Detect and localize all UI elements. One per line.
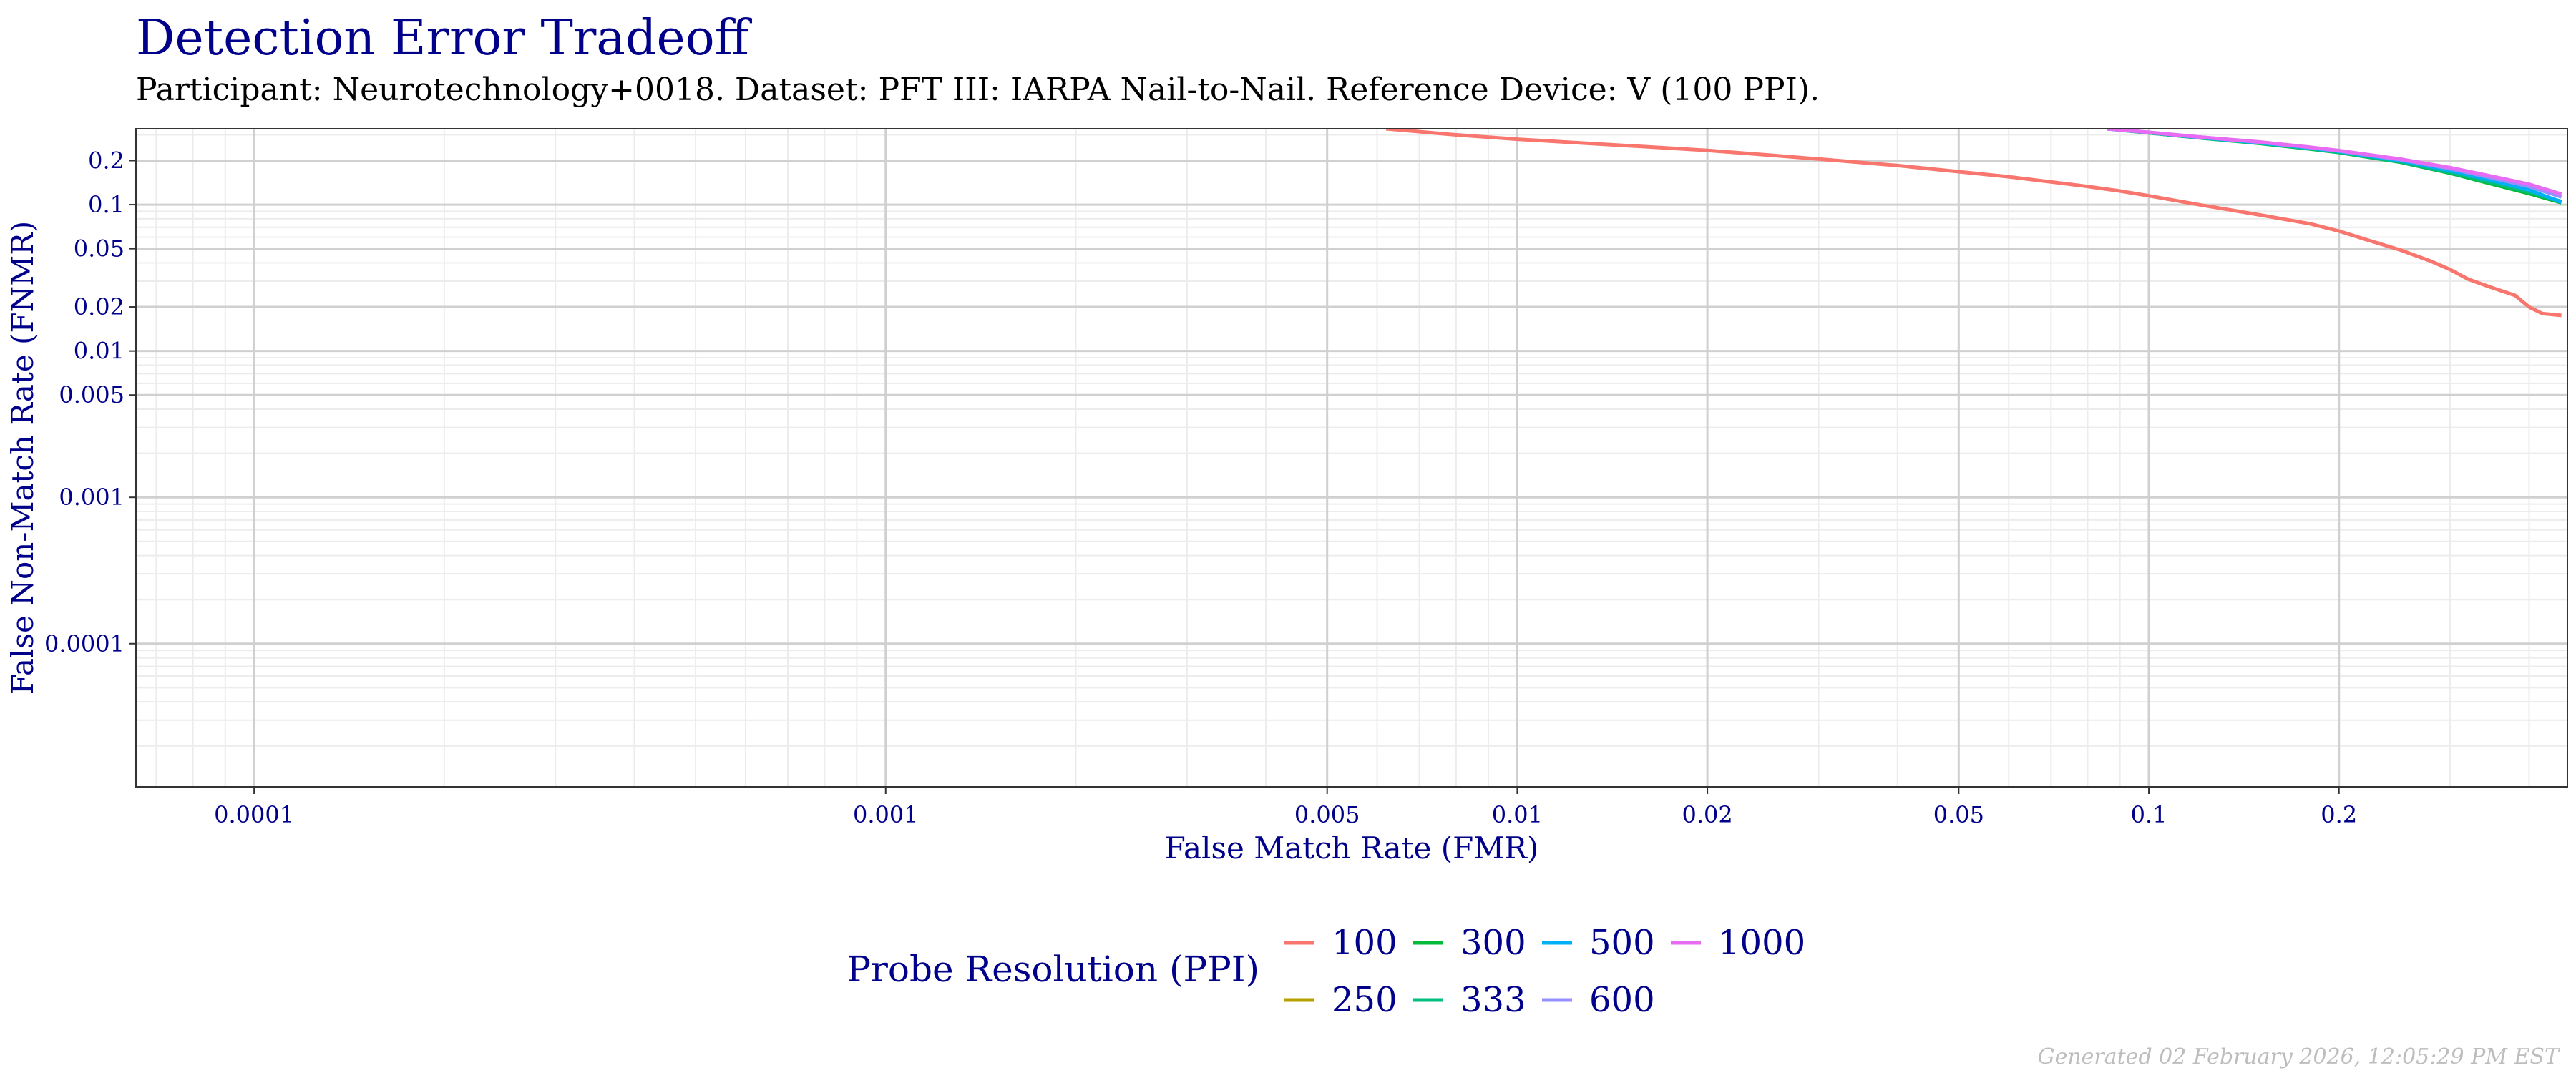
chart-title: Detection Error Tradeoff: [136, 10, 749, 67]
generated-footer: Generated 02 February 2026, 12:05:29 PM …: [2037, 1044, 2559, 1069]
x-tick-label: 0.05: [1933, 801, 1984, 828]
x-tick-label: 0.2: [2321, 801, 2357, 828]
chart-subtitle: Participant: Neurotechnology+0018. Datas…: [136, 72, 1820, 108]
legend-title: Probe Resolution (PPI): [847, 949, 1259, 990]
series-line-600: [2107, 129, 2562, 199]
y-tick-label: 0.05: [74, 235, 125, 263]
tick-layer: 0.0001 0.001 0.005 0.01 0.02 0.05 0.1 0.2 0.2 0.1…: [44, 147, 2357, 828]
x-tick-label: 0.005: [1294, 801, 1360, 828]
legend-label-300: 300: [1460, 923, 1526, 963]
series-line-1000: [2107, 129, 2562, 196]
y-tick-label: 0.02: [74, 293, 125, 320]
legend-item-250: 250: [1284, 980, 1397, 1020]
y-tick-label: 0.2: [88, 147, 125, 174]
series-line-100: [1385, 129, 2562, 318]
panel-border: [135, 128, 2568, 788]
legend-item-300: 300: [1413, 923, 1526, 963]
legend-item-333: 333: [1413, 980, 1526, 1020]
legend-item-1000: 1000: [1671, 923, 1805, 963]
legend-item-500: 500: [1542, 923, 1655, 963]
series-line-300: [2107, 129, 2562, 205]
x-tick-label: 0.001: [853, 801, 919, 828]
y-axis-title: False Non-Match Rate (FNMR): [5, 221, 40, 695]
series-line-250: [2107, 129, 2562, 204]
legend-item-100: 100: [1284, 923, 1397, 963]
x-axis-title: False Match Rate (FMR): [1165, 831, 1539, 866]
x-tick-label: 0.02: [1682, 801, 1732, 828]
legend-label-250: 250: [1332, 980, 1397, 1020]
x-tick-label: 0.01: [1492, 801, 1543, 828]
x-tick-label: 0.1: [2131, 801, 2167, 828]
legend-label-600: 600: [1589, 980, 1655, 1020]
y-tick-label: 0.0001: [44, 630, 125, 657]
y-tick-label: 0.1: [88, 191, 125, 218]
series-line-333: [2107, 129, 2562, 204]
legend-item-600: 600: [1542, 980, 1655, 1020]
legend-label-1000: 1000: [1718, 923, 1805, 963]
legend-label-333: 333: [1460, 980, 1526, 1020]
y-tick-label: 0.005: [59, 381, 125, 408]
legend: 100 250 300 333 500 600 1000: [1284, 923, 1805, 1020]
grid-layer: [136, 129, 2567, 787]
x-tick-label: 0.0001: [214, 801, 294, 828]
series-layer: [1385, 129, 2562, 318]
legend-label-100: 100: [1332, 923, 1397, 963]
y-tick-label: 0.001: [59, 484, 125, 511]
legend-label-500: 500: [1589, 923, 1655, 963]
series-line-500: [2107, 129, 2562, 204]
y-tick-label: 0.01: [74, 338, 125, 365]
